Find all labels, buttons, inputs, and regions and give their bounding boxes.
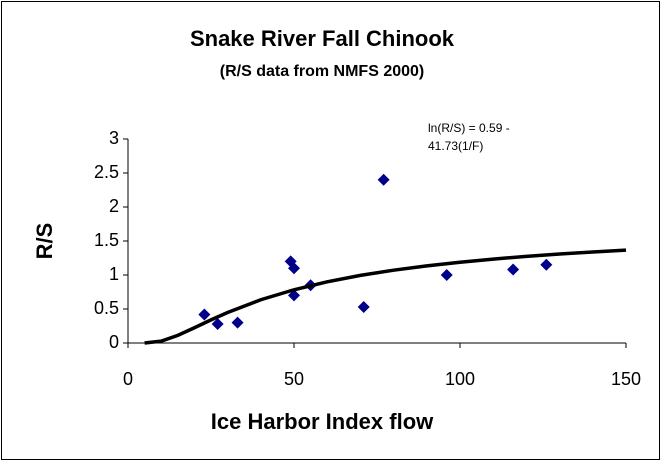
fit-curve [144, 248, 627, 345]
chart-title: Snake River Fall Chinook [190, 26, 455, 51]
x-tick-label: 0 [123, 369, 133, 389]
data-point [377, 173, 390, 186]
data-point [440, 269, 453, 281]
y-tick-label: 2 [109, 196, 119, 216]
annotation-line: 41.73(1/F) [428, 139, 483, 153]
x-tick-label: 100 [445, 369, 475, 389]
chart-subtitle: (R/S data from NMFS 2000) [220, 63, 424, 80]
data-point [507, 263, 520, 276]
y-tick-label: 3 [109, 128, 119, 148]
data-point [357, 300, 370, 313]
y-tick-label: 2.5 [94, 162, 119, 182]
y-tick-label: 0 [109, 332, 119, 352]
y-axis-label: R/S [32, 223, 57, 260]
data-point [211, 317, 224, 330]
y-tick-label: 1.5 [94, 230, 119, 250]
data-point [288, 262, 300, 275]
y-tick-label: 1 [109, 264, 119, 284]
data-point [540, 258, 553, 271]
annotation-line: ln(R/S) = 0.59 - [428, 121, 510, 135]
y-tick-label: 0.5 [94, 298, 119, 318]
x-tick-label: 150 [611, 369, 641, 389]
x-tick-label: 50 [284, 369, 304, 389]
data-point [231, 316, 244, 329]
x-axis-label: Ice Harbor Index flow [211, 409, 434, 434]
data-point [198, 308, 211, 321]
